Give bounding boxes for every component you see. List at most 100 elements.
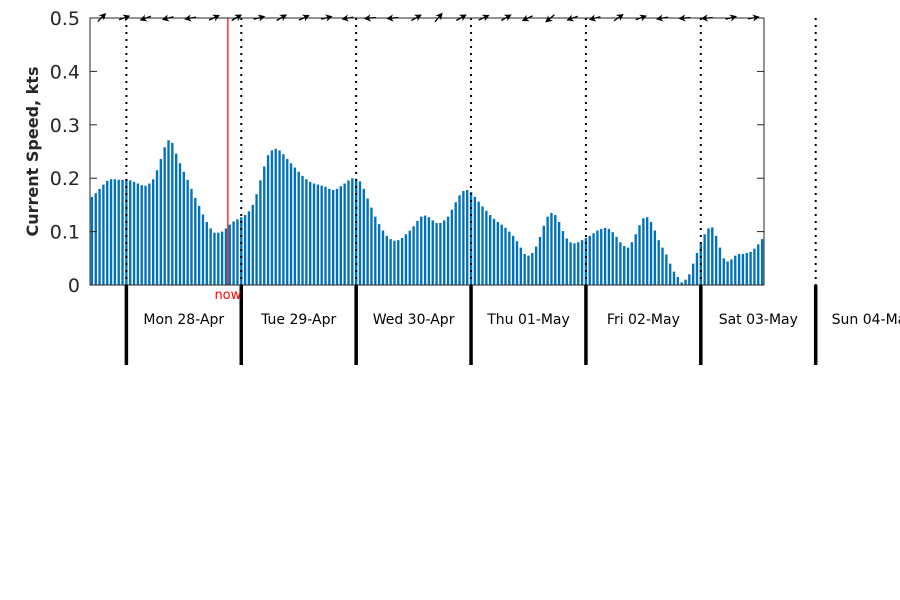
speed-bar <box>427 217 431 285</box>
bars-layer <box>90 140 764 285</box>
speed-bar <box>144 185 147 285</box>
direction-arrow <box>747 14 760 22</box>
speed-bar <box>760 239 764 285</box>
speed-bar <box>508 231 511 285</box>
arrow-head <box>234 14 243 22</box>
plot-frame <box>89 17 765 286</box>
speed-bar <box>695 252 699 285</box>
arrow-head <box>139 14 148 22</box>
direction-arrow <box>700 14 713 22</box>
speed-bar <box>603 227 607 285</box>
speed-bar <box>347 180 350 285</box>
speed-bar <box>462 191 465 285</box>
direction-arrow <box>118 14 131 22</box>
direction-arrow <box>411 14 422 22</box>
direction-arrows <box>97 12 760 23</box>
speed-bar <box>665 254 668 285</box>
speed-bar <box>757 244 760 285</box>
speed-bar <box>255 194 258 285</box>
speed-bar <box>305 179 308 285</box>
speed-bar <box>94 193 97 285</box>
speed-bar <box>496 221 500 285</box>
speed-bar <box>354 178 358 285</box>
speed-bar <box>240 217 243 285</box>
speed-bar <box>351 178 354 285</box>
direction-arrow <box>184 14 197 22</box>
speed-bar <box>121 179 124 285</box>
arrow-head <box>503 14 512 22</box>
speed-bar <box>197 205 201 285</box>
direction-arrow <box>253 14 266 22</box>
direction-arrow <box>545 14 555 23</box>
speed-bar <box>481 206 484 285</box>
speed-bar <box>542 225 545 285</box>
speed-bar <box>381 230 385 285</box>
speed-bar <box>106 180 109 285</box>
speed-bar <box>182 171 186 285</box>
speed-bar <box>209 228 212 285</box>
speed-bar <box>98 188 101 285</box>
speed-bar <box>500 224 503 285</box>
speed-bar <box>335 188 339 285</box>
speed-bar <box>714 235 718 285</box>
speed-bar <box>492 218 496 285</box>
speed-bar <box>278 150 281 285</box>
speed-bar <box>749 251 752 285</box>
speed-bar <box>316 184 320 285</box>
speed-bar <box>243 215 247 285</box>
direction-arrow <box>500 14 512 22</box>
speed-bar <box>420 216 423 285</box>
speed-bar <box>90 196 94 285</box>
speed-bar <box>263 166 266 285</box>
speed-bar <box>109 179 113 285</box>
now-label: now <box>214 288 241 303</box>
speed-bar <box>519 247 523 285</box>
speed-bar <box>504 227 507 285</box>
speed-bar <box>592 233 595 285</box>
speed-bar <box>259 180 262 285</box>
speed-bar <box>577 242 580 285</box>
direction-arrow <box>208 14 220 22</box>
speed-bar <box>653 230 657 285</box>
speed-bar <box>129 180 132 285</box>
speed-bar <box>293 167 297 285</box>
direction-arrow <box>588 14 601 22</box>
direction-arrow <box>456 14 467 22</box>
speed-bar <box>377 224 381 285</box>
speed-bar <box>370 207 373 285</box>
speed-bar <box>136 183 140 285</box>
speed-bar <box>201 214 205 285</box>
arrow-head <box>386 14 394 22</box>
speed-bar <box>301 176 304 285</box>
speed-bar <box>745 252 748 285</box>
direction-arrow <box>613 13 624 22</box>
arrow-head <box>615 13 624 21</box>
speed-bar <box>730 259 733 285</box>
arrow-head <box>257 14 266 22</box>
speed-bar <box>515 241 519 285</box>
direction-arrow <box>434 12 443 23</box>
speed-bar <box>270 150 274 285</box>
speed-bar <box>366 198 369 285</box>
speed-bar <box>205 221 208 285</box>
arrow-head <box>521 14 530 22</box>
direction-arrow <box>276 14 288 22</box>
speed-bar <box>511 235 515 285</box>
day-label: Tue 29-Apr <box>260 312 336 328</box>
direction-arrow <box>521 14 533 22</box>
speed-bar <box>408 230 411 285</box>
speed-bar <box>397 240 400 285</box>
speed-bar <box>385 235 388 285</box>
y-axis-label: Current Speed, kts <box>23 67 42 237</box>
speed-bar <box>140 185 143 285</box>
direction-arrow <box>341 14 354 22</box>
speed-bar <box>289 163 293 285</box>
day-lines-layer <box>124 18 818 365</box>
speed-bar <box>439 223 442 285</box>
speed-bar <box>343 183 346 285</box>
speed-bar <box>217 232 220 285</box>
speed-bar <box>554 215 557 285</box>
speed-bar <box>718 247 722 285</box>
speed-bar <box>546 216 549 285</box>
speed-bar <box>707 228 710 285</box>
